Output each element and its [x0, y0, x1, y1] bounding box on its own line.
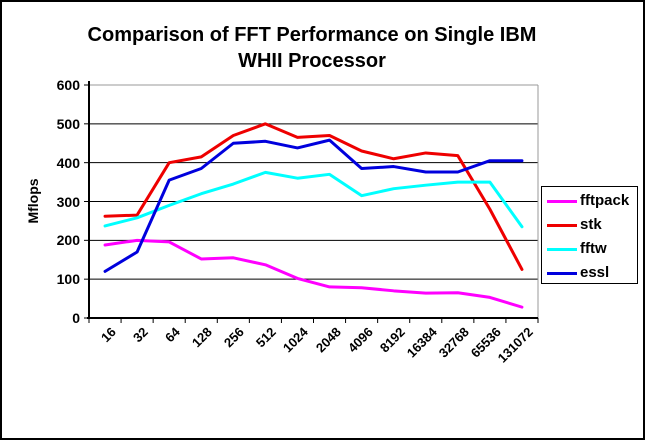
- series-line-fftw: [103, 170, 524, 229]
- series-line-essl: [103, 138, 524, 273]
- legend-line-swatch: [547, 247, 577, 251]
- y-tick-label: 400: [56, 154, 80, 171]
- legend-label: essl: [580, 264, 610, 281]
- legend-label: stk: [580, 216, 602, 233]
- legend-line-swatch: [547, 223, 577, 227]
- legend-item-fftw: fftw: [542, 237, 637, 261]
- y-tick-label: 300: [56, 193, 80, 210]
- series-line-stk: [103, 122, 524, 271]
- legend-item-stk: stk: [542, 213, 637, 237]
- legend-label: fftw: [580, 240, 607, 257]
- y-tick-label: 200: [56, 232, 80, 249]
- legend-label: fftpack: [580, 192, 630, 209]
- series-line-fftpack: [103, 238, 524, 309]
- legend-line-swatch: [547, 199, 577, 203]
- legend-item-fftpack: fftpack: [542, 189, 637, 213]
- y-tick-label: 500: [56, 115, 80, 132]
- legend: fftpack stk fftw essl: [541, 186, 638, 284]
- chart-title: Comparison of FFT Performance on Single …: [62, 22, 562, 74]
- legend-item-essl: essl: [542, 261, 637, 285]
- chart-title-line-1: Comparison of FFT Performance on Single …: [87, 24, 537, 46]
- y-tick-label: 0: [72, 310, 80, 326]
- y-tick-label: 600: [56, 77, 80, 93]
- y-tick-label: 100: [56, 271, 80, 288]
- y-axis-title: Mflops: [25, 178, 41, 224]
- legend-line-swatch: [547, 271, 577, 275]
- chart-title-line-2: WHII Processor: [238, 50, 386, 72]
